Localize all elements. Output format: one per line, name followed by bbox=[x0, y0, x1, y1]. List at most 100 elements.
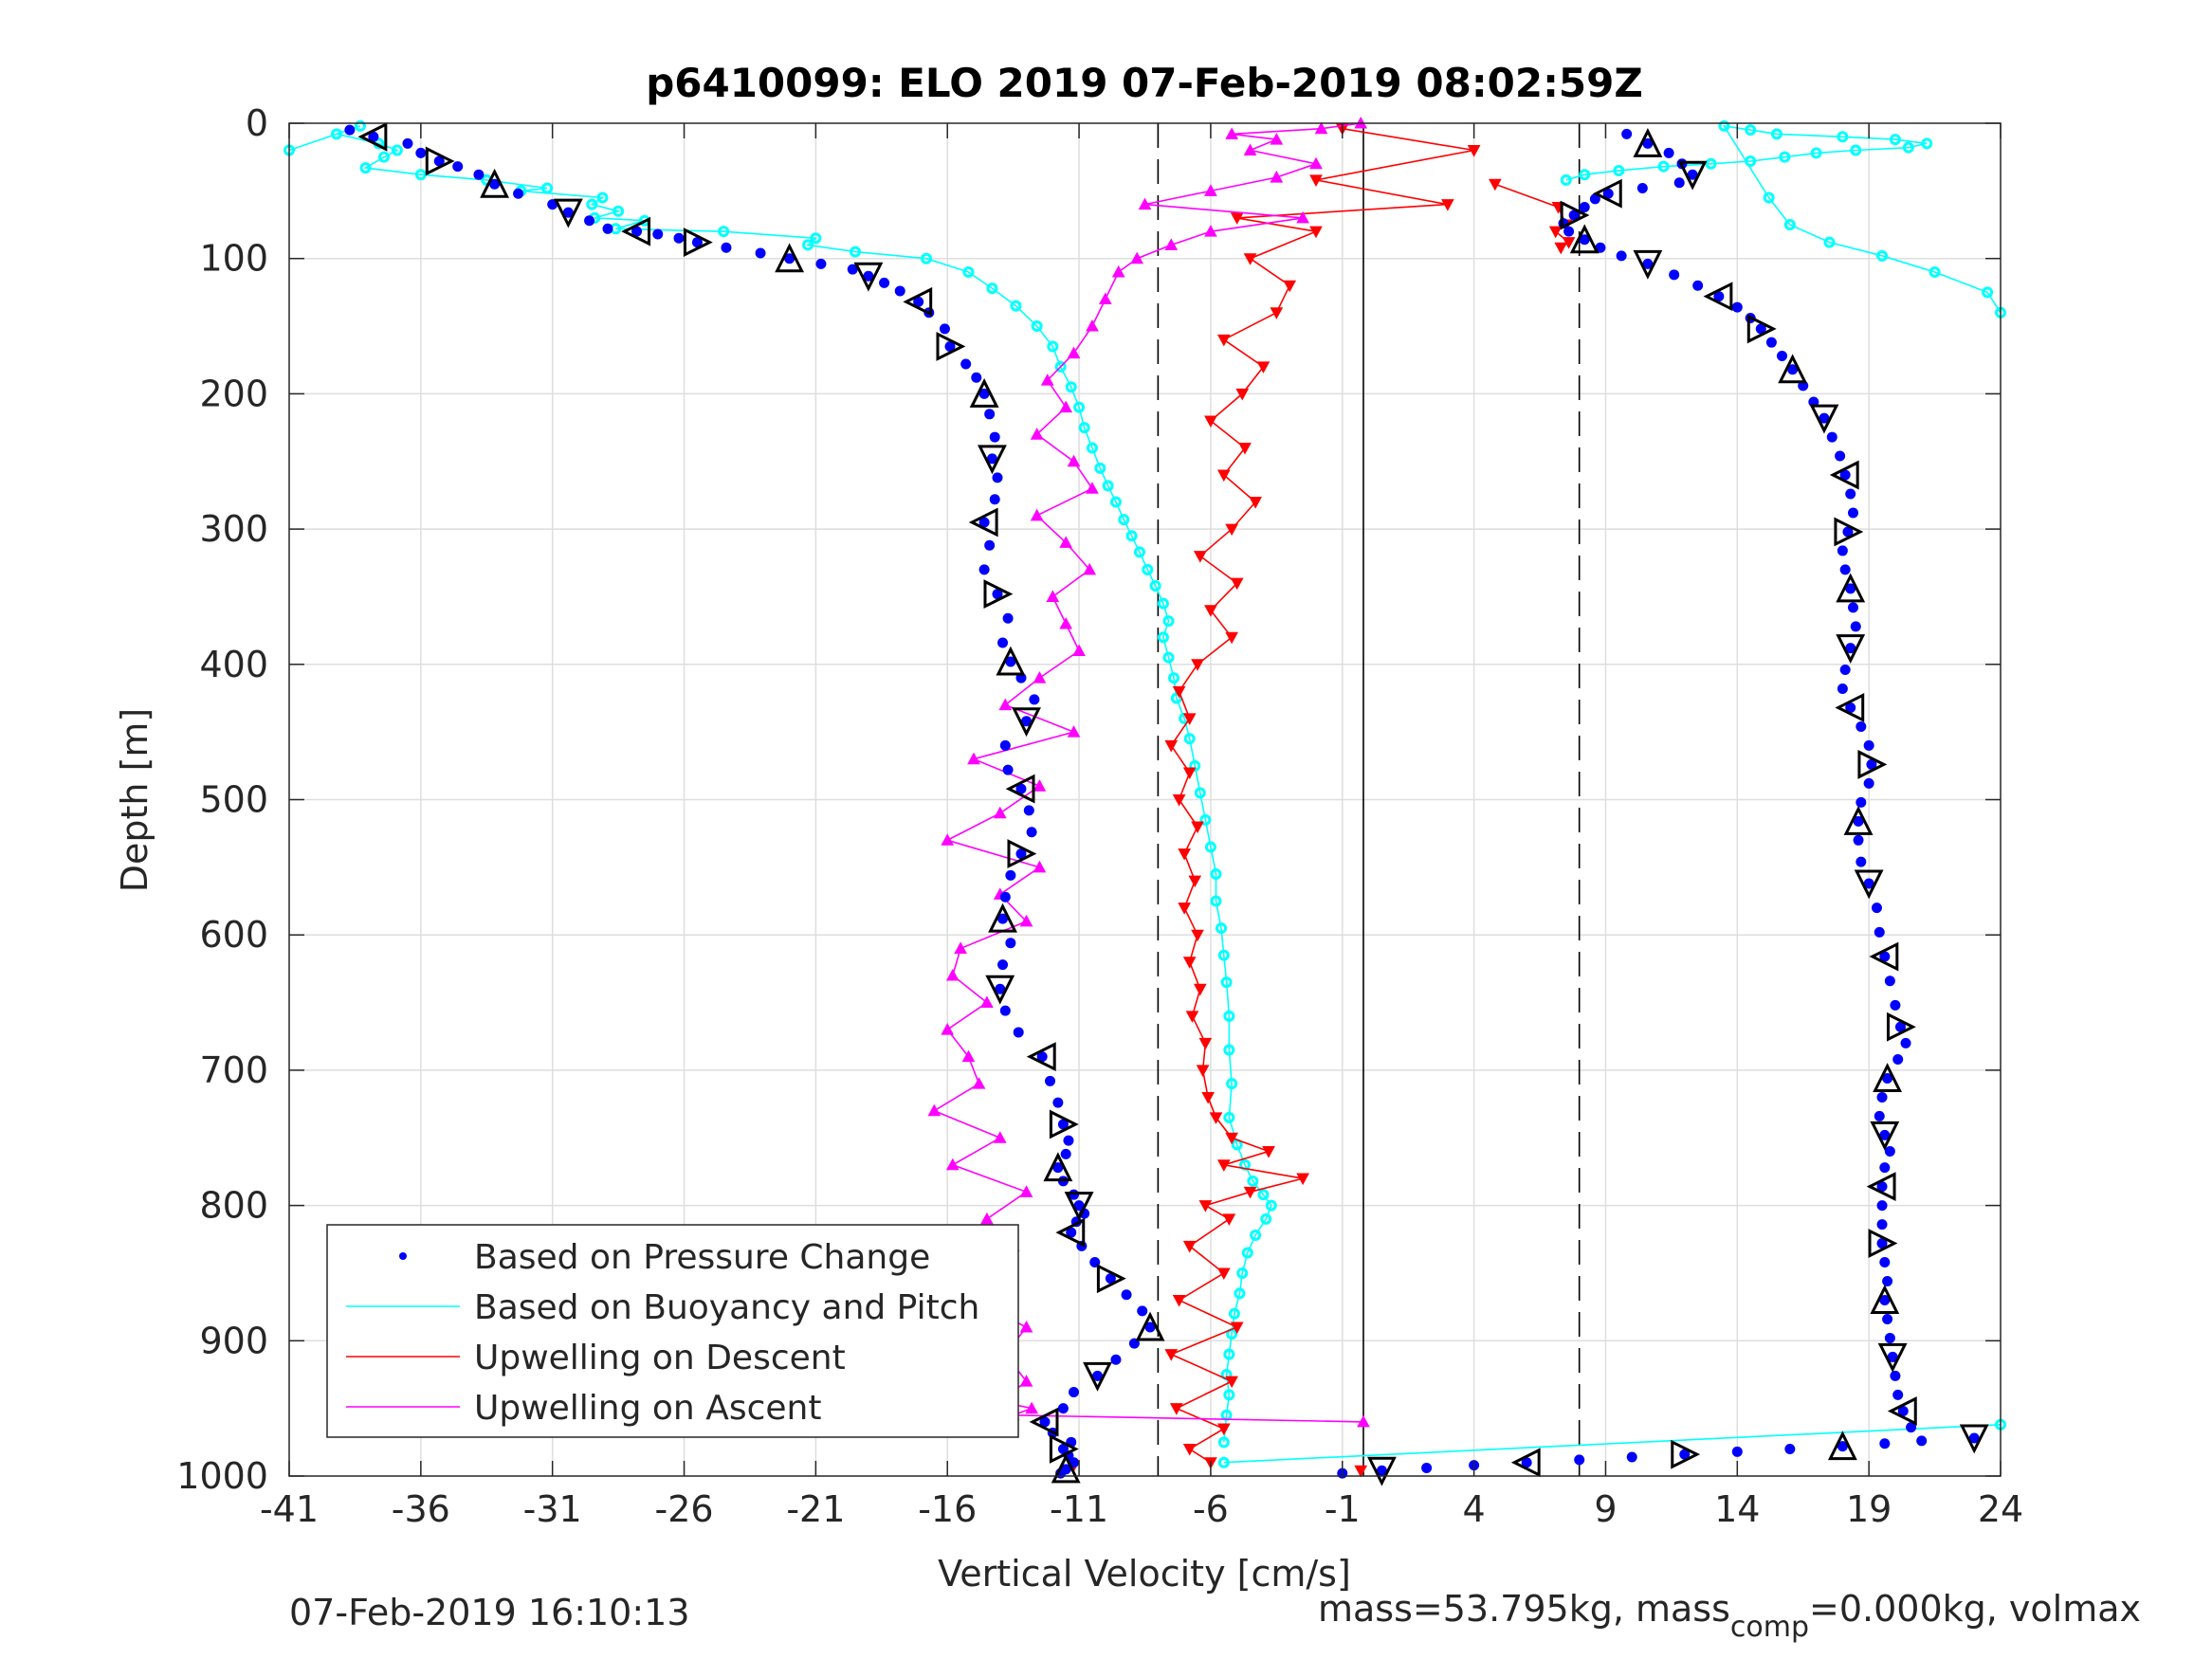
y-tick-label: 1000 bbox=[176, 1455, 268, 1497]
descent-upwelling-point bbox=[1191, 821, 1204, 834]
direction-triangle-marker bbox=[1877, 1342, 1908, 1373]
ascent-upwelling-point bbox=[1225, 127, 1238, 139]
ascent-upwelling-point bbox=[1083, 562, 1097, 575]
pressure-change-point bbox=[1826, 431, 1837, 443]
buoyancy-pitch-point bbox=[1921, 137, 1933, 150]
pressure-change-point bbox=[1897, 1406, 1909, 1417]
legend-swatch-pressure bbox=[399, 1252, 407, 1260]
descent-upwelling-point bbox=[1198, 1037, 1213, 1050]
descent-upwelling-point bbox=[1198, 1200, 1213, 1212]
legend-label-descent: Upwelling on Descent bbox=[474, 1339, 846, 1377]
direction-triangle-marker bbox=[1569, 224, 1600, 254]
descent-upwelling-point bbox=[1216, 1423, 1231, 1436]
ascent-upwelling-point bbox=[1204, 184, 1217, 196]
descent-upwelling-point bbox=[1238, 442, 1252, 455]
direction-triangle-marker bbox=[1868, 1229, 1898, 1258]
ascent-upwelling-point bbox=[1019, 914, 1033, 927]
pressure-change-point bbox=[997, 959, 1009, 971]
buoyancy-pitch-point bbox=[1745, 155, 1757, 167]
buoyancy-pitch-point bbox=[921, 252, 933, 264]
descent-upwelling-point bbox=[1185, 1011, 1199, 1023]
ascent-upwelling-point bbox=[1099, 292, 1112, 305]
pressure-change-point bbox=[984, 409, 996, 420]
y-tick-label: 900 bbox=[199, 1320, 268, 1361]
buoyancy-pitch-point bbox=[1889, 134, 1901, 146]
buoyancy-pitch-point bbox=[1657, 160, 1670, 173]
buoyancy-pitch-point bbox=[1234, 1287, 1246, 1300]
pressure-change-point bbox=[984, 539, 996, 551]
buoyancy-pitch-point bbox=[1194, 787, 1206, 799]
buoyancy-pitch-line bbox=[1565, 124, 2002, 314]
pressure-change-point bbox=[1121, 1289, 1132, 1301]
pressure-change-point bbox=[473, 169, 484, 180]
direction-triangle-marker bbox=[1049, 1434, 1079, 1464]
descent-upwelling-point bbox=[1204, 415, 1217, 428]
mass-info-part2: =0.000kg, volmax bbox=[1809, 1588, 2141, 1630]
buoyancy-pitch-point bbox=[1189, 759, 1201, 772]
buoyancy-pitch-point bbox=[1579, 169, 1591, 181]
direction-triangle-marker bbox=[1560, 200, 1590, 230]
pressure-change-point bbox=[879, 277, 890, 288]
pressure-change-point bbox=[978, 564, 990, 575]
pressure-change-point bbox=[1884, 1332, 1895, 1343]
pressure-change-point bbox=[1039, 1416, 1051, 1428]
chart-title: p6410099: ELO 2019 07-Feb-2019 08:02:59Z bbox=[646, 60, 1643, 106]
direction-triangle-marker bbox=[853, 262, 884, 292]
direction-triangle-marker bbox=[1135, 1311, 1165, 1341]
buoyancy-pitch-point bbox=[850, 246, 862, 258]
pressure-change-point bbox=[1755, 323, 1766, 335]
buoyancy-pitch-point bbox=[1094, 462, 1106, 474]
ascent-upwelling-point bbox=[1111, 264, 1125, 278]
direction-triangle-marker bbox=[1026, 1042, 1056, 1072]
buoyancy-pitch-point bbox=[1054, 360, 1067, 373]
direction-triangle-marker bbox=[978, 445, 1007, 475]
direction-triangle-marker bbox=[553, 198, 583, 228]
direction-triangle-marker bbox=[1064, 1192, 1094, 1221]
direction-triangle-marker bbox=[1012, 707, 1041, 738]
pressure-change-point bbox=[1906, 1422, 1917, 1433]
buoyancy-pitch-point bbox=[1260, 1212, 1272, 1225]
buoyancy-pitch-point bbox=[1220, 976, 1233, 989]
ascent-upwelling-point bbox=[1086, 319, 1099, 332]
y-tick-label: 300 bbox=[199, 508, 268, 550]
legend: Based on Pressure Change Based on Buoyan… bbox=[326, 1224, 1019, 1438]
y-axis-label: Depth [m] bbox=[114, 708, 155, 893]
direction-triangle-marker bbox=[1043, 1152, 1073, 1182]
pressure-change-point bbox=[1856, 796, 1867, 808]
direction-triangle-marker bbox=[775, 243, 805, 273]
buoyancy-pitch-point bbox=[1228, 1307, 1240, 1320]
pressure-change-point bbox=[1005, 869, 1016, 881]
pressure-change-point bbox=[1002, 764, 1014, 775]
pressure-change-point bbox=[1879, 1438, 1891, 1449]
pressure-change-point bbox=[1892, 1053, 1904, 1065]
pressure-change-point bbox=[344, 124, 356, 136]
pressure-change-point bbox=[1845, 583, 1856, 594]
pressure-change-point bbox=[1568, 210, 1580, 221]
ascent-upwelling-point bbox=[941, 1023, 955, 1035]
direction-triangle-marker bbox=[1055, 1217, 1086, 1248]
buoyancy-pitch-point bbox=[1265, 1199, 1277, 1212]
descent-upwelling-point bbox=[1243, 1186, 1257, 1199]
ascent-upwelling-point bbox=[980, 995, 994, 1009]
pressure-change-point bbox=[1968, 1432, 1980, 1444]
direction-triangle-marker bbox=[1778, 354, 1808, 384]
timestamp-text: 07-Feb-2019 16:10:13 bbox=[289, 1592, 690, 1633]
pressure-change-point bbox=[1842, 526, 1854, 538]
buoyancy-pitch-point bbox=[1125, 530, 1138, 542]
buoyancy-pitch-point bbox=[1109, 496, 1122, 508]
pressure-change-point bbox=[978, 517, 990, 528]
direction-triangle-marker bbox=[996, 646, 1026, 676]
ascent-upwelling-point bbox=[1059, 400, 1073, 413]
descent-upwelling-point bbox=[1169, 1403, 1183, 1415]
pressure-change-point bbox=[1137, 1305, 1148, 1317]
pressure-change-point bbox=[755, 247, 766, 259]
pressure-change-point bbox=[1916, 1435, 1928, 1447]
pressure-change-point bbox=[1890, 999, 1901, 1011]
pressure-change-point bbox=[1835, 450, 1846, 462]
buoyancy-pitch-point bbox=[1047, 340, 1059, 353]
ascent-upwelling-point bbox=[1072, 644, 1086, 657]
descent-upwelling-point bbox=[1201, 1091, 1215, 1104]
pressure-change-point bbox=[1110, 1354, 1122, 1365]
pressure-change-point bbox=[944, 340, 956, 352]
ascent-upwelling-point bbox=[1033, 860, 1047, 873]
